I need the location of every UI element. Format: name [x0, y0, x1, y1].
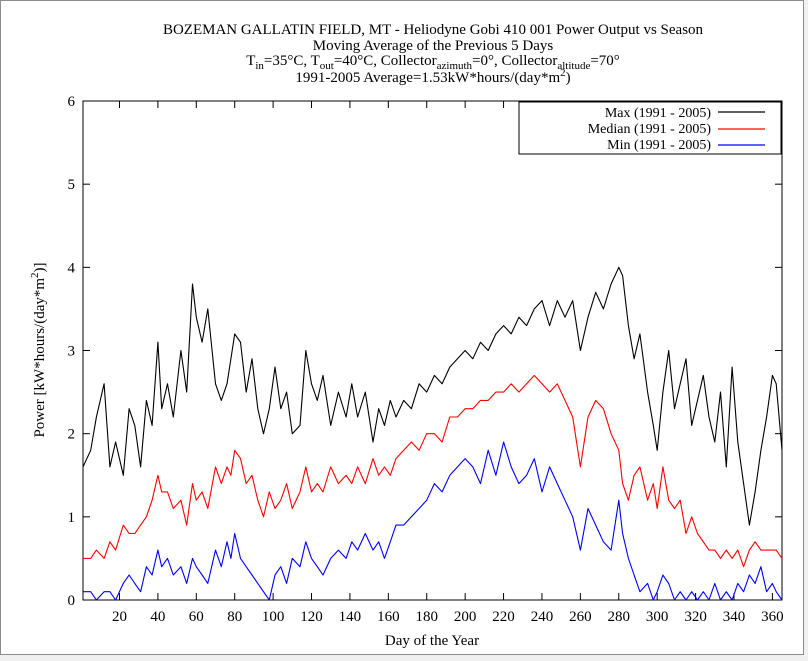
x-tick-label: 140	[339, 609, 362, 625]
chart-title-block: BOZEMAN GALLATIN FIELD, MT - Heliodyne G…	[163, 22, 704, 86]
x-tick-label: 240	[531, 609, 554, 625]
x-tick-label: 80	[227, 609, 242, 625]
series-line-median	[83, 374, 783, 568]
x-axis-label: Day of the Year	[385, 633, 479, 649]
y-tick-label: 0	[68, 593, 76, 609]
series-lines	[82, 266, 783, 601]
y-axis-label: Power [kW*hours/(day*m2)]	[29, 262, 48, 437]
y-tick-label: 6	[68, 94, 76, 110]
x-tick-label: 120	[300, 609, 323, 625]
x-tick-label: 200	[454, 609, 477, 625]
series-line-min	[83, 441, 783, 601]
x-tick-label: 280	[608, 609, 631, 625]
x-tick-label: 160	[377, 609, 400, 625]
x-tick-label: 100	[262, 609, 285, 625]
y-tick-label: 2	[68, 427, 76, 443]
chart-title: BOZEMAN GALLATIN FIELD, MT - Heliodyne G…	[163, 22, 704, 38]
x-tick-label: 220	[492, 609, 515, 625]
legend-label-min: Min (1991 - 2005)	[607, 138, 711, 153]
x-tick-label: 180	[415, 609, 438, 625]
y-tick-label: 4	[68, 260, 76, 276]
series-line-max	[82, 266, 783, 526]
y-tick-label: 1	[68, 510, 76, 526]
x-tick-label: 60	[189, 609, 204, 625]
plot-area	[82, 100, 783, 601]
x-tick-label: 260	[569, 609, 592, 625]
y-tick-label: 5	[68, 177, 76, 193]
legend-label-max: Max (1991 - 2005)	[605, 106, 711, 121]
x-tick-label: 40	[150, 609, 165, 625]
x-tick-label: 20	[112, 609, 127, 625]
chart-subtitle-line2: Tin=35°C, Tout=40°C, Collectorazimuth=0°…	[246, 53, 620, 72]
legend-label-median: Median (1991 - 2005)	[588, 122, 712, 137]
x-tick-label: 340	[723, 609, 746, 625]
x-tick-label: 320	[684, 609, 707, 625]
axis-ticks: 0 1 2 3 4 5 6 20 40 60 80 100 120 140 160 180 200 220 240 2…	[68, 94, 784, 625]
x-tick-label: 360	[761, 609, 784, 625]
y-tick-label: 3	[68, 344, 76, 360]
legend: Max (1991 - 2005) Median (1991 - 2005) M…	[518, 101, 782, 155]
chart-subtitle-line3: 1991-2005 Average=1.53kW*hours/(day*m2)	[295, 67, 570, 86]
chart-subtitle-line1: Moving Average of the Previous 5 Days	[313, 38, 554, 54]
x-tick-label: 300	[646, 609, 669, 625]
